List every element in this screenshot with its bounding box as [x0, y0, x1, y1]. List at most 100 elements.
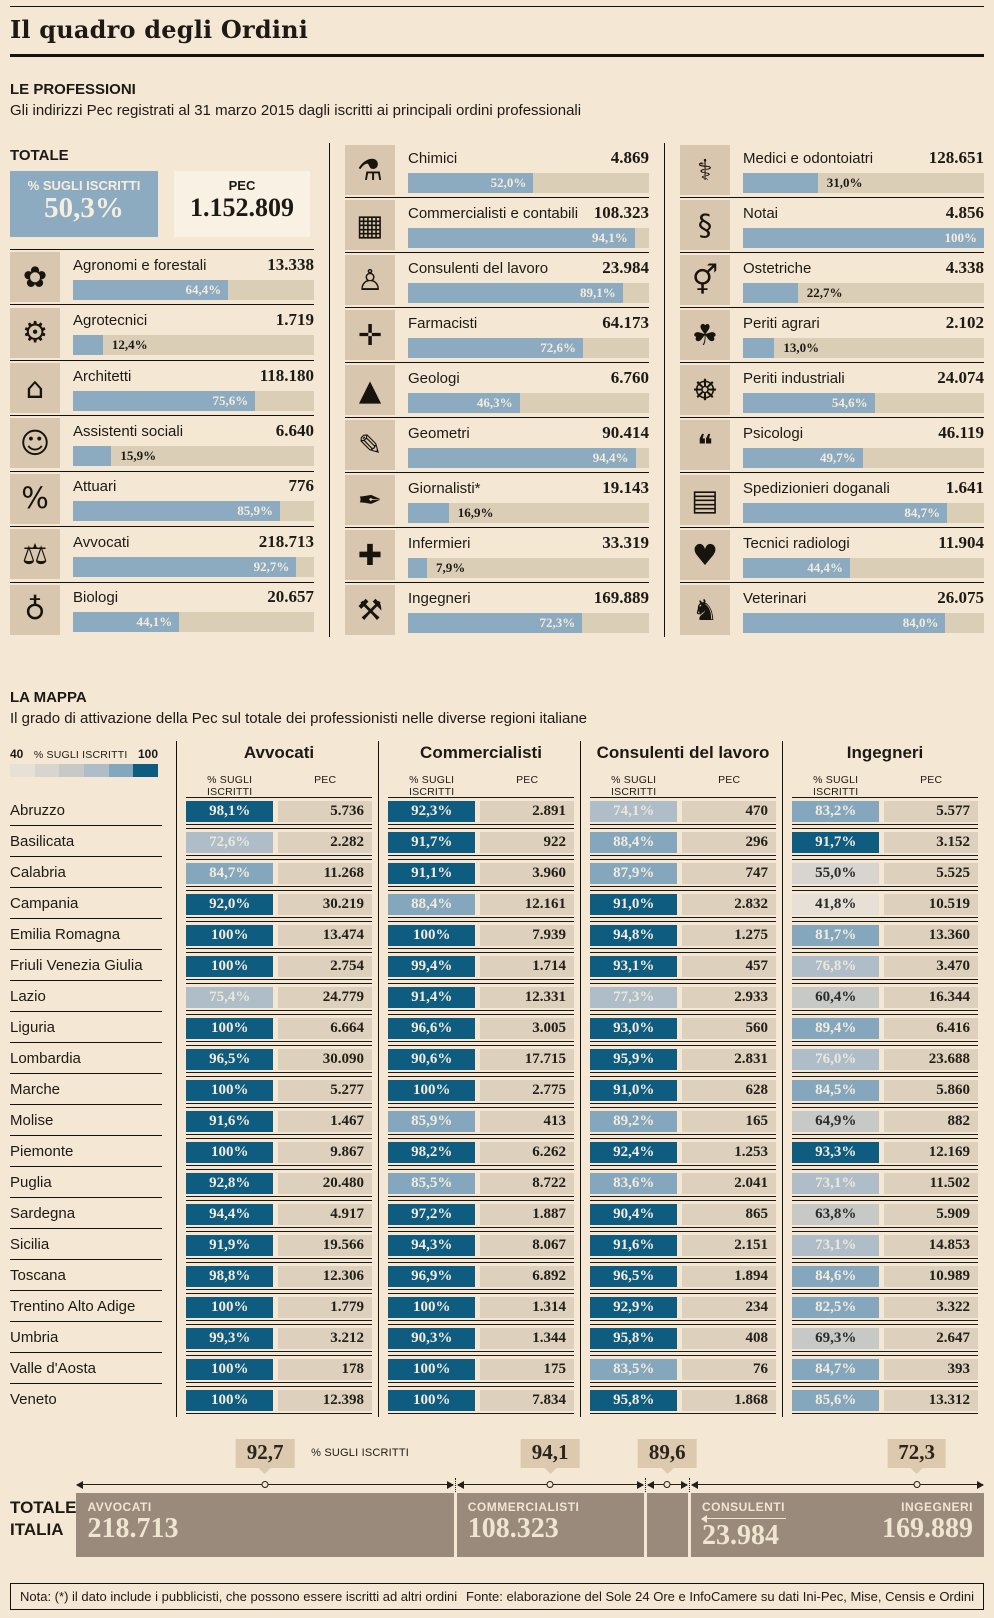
- pec-share-bar: 54,6%: [743, 392, 984, 413]
- table-row-sardegna-ingegneri: 63,8% 5.909: [792, 1200, 978, 1228]
- pct-cell: 91,1%: [388, 862, 476, 884]
- profession-row-notai: § Notai 4.856 100%: [680, 197, 984, 252]
- pec-cell: 13.312: [884, 1389, 978, 1411]
- table-row-lombardia-ingegneri: 76,0% 23.688: [792, 1045, 978, 1073]
- profession-row-agrotecnici: ⚙ Agrotecnici 1.719 12,4%: [10, 304, 314, 359]
- profession-row-periti-industriali: ☸ Periti industriali 24.074 54,6%: [680, 362, 984, 417]
- pec-share-fill: [408, 337, 583, 358]
- total-segment-consulenti: 89,6: [637, 1431, 697, 1557]
- profession-line: Notai 4.856: [743, 203, 984, 223]
- pec-share-bar: 64,4%: [73, 279, 314, 300]
- pec-cell: 178: [278, 1358, 372, 1380]
- profession-pec-value: 169.889: [593, 587, 649, 607]
- callout-caption: % SUGLI ISCRITTI: [311, 1447, 410, 1459]
- table-row-umbria-consulenti-del-lavoro: 95,8% 408: [590, 1324, 776, 1352]
- profession-row-geometri: ✎ Geometri 90.414 94,4%: [345, 417, 649, 472]
- profession-pec-value: 4.338: [945, 257, 984, 277]
- doctor-icon: ⚕: [680, 145, 730, 195]
- table-row-valle-d-aosta-consulenti-del-lavoro: 83,5% 76: [590, 1355, 776, 1383]
- profession-pec-value: 218.713: [258, 531, 314, 551]
- wheat-icon: ☘: [680, 310, 730, 360]
- table-row-molise-avvocati: 91,6% 1.467: [186, 1107, 372, 1135]
- profession-row-medici-e-odontoiatri: ⚕ Medici e odontoiatri 128.651 31,0%: [680, 143, 984, 197]
- profession-row-architetti: ⌂ Architetti 118.180 75,6%: [10, 359, 314, 415]
- pec-cell: 1.467: [278, 1110, 372, 1132]
- legend-swatch-2: [59, 764, 85, 777]
- pec-share-label: 94,4%: [592, 449, 629, 465]
- table-row-friuli-venezia-giulia-avvocati: 100% 2.754: [186, 952, 372, 980]
- profession-pec-value: 46.119: [938, 422, 984, 442]
- table-row-valle-d-aosta-avvocati: 100% 178: [186, 1355, 372, 1383]
- profession-row-periti-agrari: ☘ Periti agrari 2.102 13,0%: [680, 307, 984, 362]
- region-label-lazio: Lazio: [10, 981, 162, 1012]
- pct-cell: 69,3%: [792, 1327, 880, 1349]
- pct-cell: 96,5%: [186, 1048, 274, 1070]
- pec-cell: 2.151: [682, 1234, 776, 1256]
- table-row-emilia-romagna-avvocati: 100% 13.474: [186, 921, 372, 949]
- profession-pec-value: 26.075: [937, 587, 984, 607]
- briefcase-icon: ⚖: [10, 529, 60, 580]
- profession-name: Giornalisti*: [408, 479, 481, 497]
- pec-share-bar: 100%: [743, 227, 984, 248]
- pct-cell: 90,6%: [388, 1048, 476, 1070]
- pct-cell: 100%: [388, 924, 476, 946]
- pct-cell: 95,8%: [590, 1327, 678, 1349]
- total-segment-commercialisti: 94,1 COMMERCIALISTI 108.323: [456, 1431, 646, 1557]
- tractor-icon: ⚙: [10, 307, 60, 358]
- pct-cell: 100%: [388, 1079, 476, 1101]
- table-row-calabria-ingegneri: 55,0% 5.525: [792, 859, 978, 887]
- table-row-veneto-ingegneri: 85,6% 13.312: [792, 1386, 978, 1414]
- pec-cell: 560: [682, 1017, 776, 1039]
- profession-line: Giornalisti* 19.143: [408, 478, 649, 498]
- region-label-friuli-venezia-giulia: Friuli Venezia Giulia: [10, 950, 162, 981]
- pct-cell: 96,5%: [590, 1265, 678, 1287]
- profession-pec-value: 1.641: [945, 477, 984, 497]
- table-row-molise-commercialisti: 85,9% 413: [388, 1107, 574, 1135]
- table-row-sardegna-consulenti-del-lavoro: 90,4% 865: [590, 1200, 776, 1228]
- profession-pec-value: 19.143: [602, 477, 649, 497]
- calculator-icon: ▦: [345, 200, 395, 250]
- profession-name: Notai: [743, 204, 779, 222]
- profession-name: Ostetriche: [743, 259, 812, 277]
- pct-cell: 88,4%: [388, 893, 476, 915]
- profession-line: Tecnici radiologi 11.904: [743, 533, 984, 553]
- pct-cell: 82,5%: [792, 1296, 880, 1318]
- pec-cell: 3.960: [480, 862, 574, 884]
- pec-cell: 865: [682, 1203, 776, 1225]
- table-row-trentino-alto-adige-commercialisti: 100% 1.314: [388, 1293, 574, 1321]
- pec-cell: 1.779: [278, 1296, 372, 1318]
- pec-share-fill: [73, 556, 297, 577]
- table-row-campania-consulenti-del-lavoro: 91,0% 2.832: [590, 890, 776, 918]
- pec-share-bar: 22,7%: [743, 282, 984, 303]
- table-row-sicilia-ingegneri: 73,1% 14.853: [792, 1231, 978, 1259]
- table-row-puglia-commercialisti: 85,5% 8.722: [388, 1169, 574, 1197]
- pec-share-label: 89,1%: [579, 284, 616, 300]
- pct-cell: 85,9%: [388, 1110, 476, 1132]
- profession-body: Medici e odontoiatri 128.651 31,0%: [743, 148, 984, 193]
- arrow-head-left: [76, 1480, 84, 1489]
- table-row-valle-d-aosta-commercialisti: 100% 175: [388, 1355, 574, 1383]
- tools-icon: ⚒: [345, 585, 395, 635]
- totals-section: TOTALE ITALIA 92,7 % SUGLI ISCRITTI AVVOCA…: [10, 1431, 985, 1557]
- arrow-dot: [261, 1481, 269, 1488]
- pec-share-bar: 85,9%: [73, 501, 314, 522]
- professions-grid: TOTALE% SUGLI ISCRITTI 50,3% PEC 1.152.809 ✿…: [10, 143, 984, 637]
- region-label-veneto: Veneto: [10, 1391, 57, 1408]
- profession-body: Farmacisti 64.173 72,6%: [408, 313, 649, 358]
- arrow-head-right: [977, 1480, 985, 1489]
- legend-swatch-3: [84, 764, 109, 777]
- group-title: Avvocati: [243, 743, 315, 762]
- totale-label: TOTALE: [10, 147, 69, 164]
- pct-cell: 89,2%: [590, 1110, 678, 1132]
- pec-share-label: 49,7%: [820, 449, 856, 465]
- pec-cell: 4.917: [278, 1203, 372, 1225]
- profession-row-ingegneri: ⚒ Ingegneri 169.889 72,3%: [345, 582, 649, 637]
- legend-title: % SUGLI ISCRITTI: [33, 749, 128, 761]
- pec-cell: 1.714: [480, 955, 574, 977]
- profession-body: Agronomi e forestali 13.338 64,4%: [73, 255, 314, 300]
- pct-cell: 72,6%: [186, 831, 274, 853]
- profession-name: Tecnici radiologi: [743, 534, 850, 552]
- pec-cell: 2.775: [480, 1079, 574, 1101]
- pec-share-bar: 89,1%: [408, 282, 649, 303]
